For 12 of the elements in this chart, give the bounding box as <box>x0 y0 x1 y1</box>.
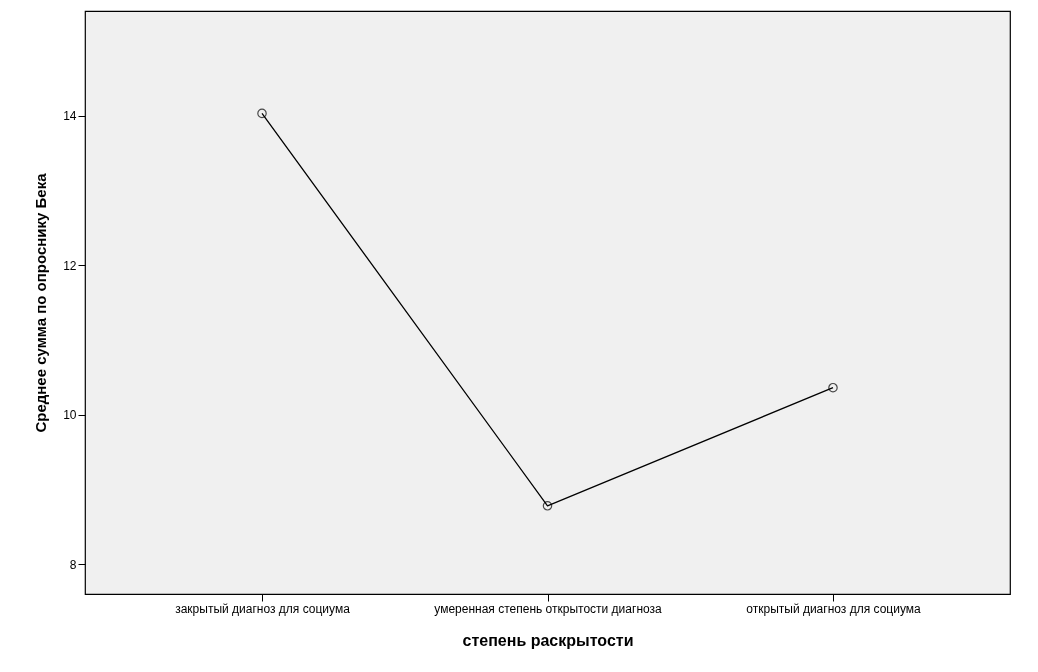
y-tick-label: 10 <box>63 408 77 423</box>
point <box>542 501 553 511</box>
x-tick-label: умеренная степень открытости диагноза <box>434 601 663 616</box>
y-tick-label: 12 <box>63 258 77 273</box>
x-tick-label: закрытый диагноз для социума <box>175 601 351 616</box>
y-axis-title: Среднее сумма по опроснику Бека <box>32 172 50 433</box>
y-tick-label: 8 <box>69 557 77 572</box>
x-tick-label: открытый диагноз для социума <box>746 601 922 616</box>
point <box>257 108 267 119</box>
y-tick-label: 14 <box>63 109 77 124</box>
point <box>828 382 838 393</box>
x-axis-title: степень раскрытости <box>462 631 634 649</box>
